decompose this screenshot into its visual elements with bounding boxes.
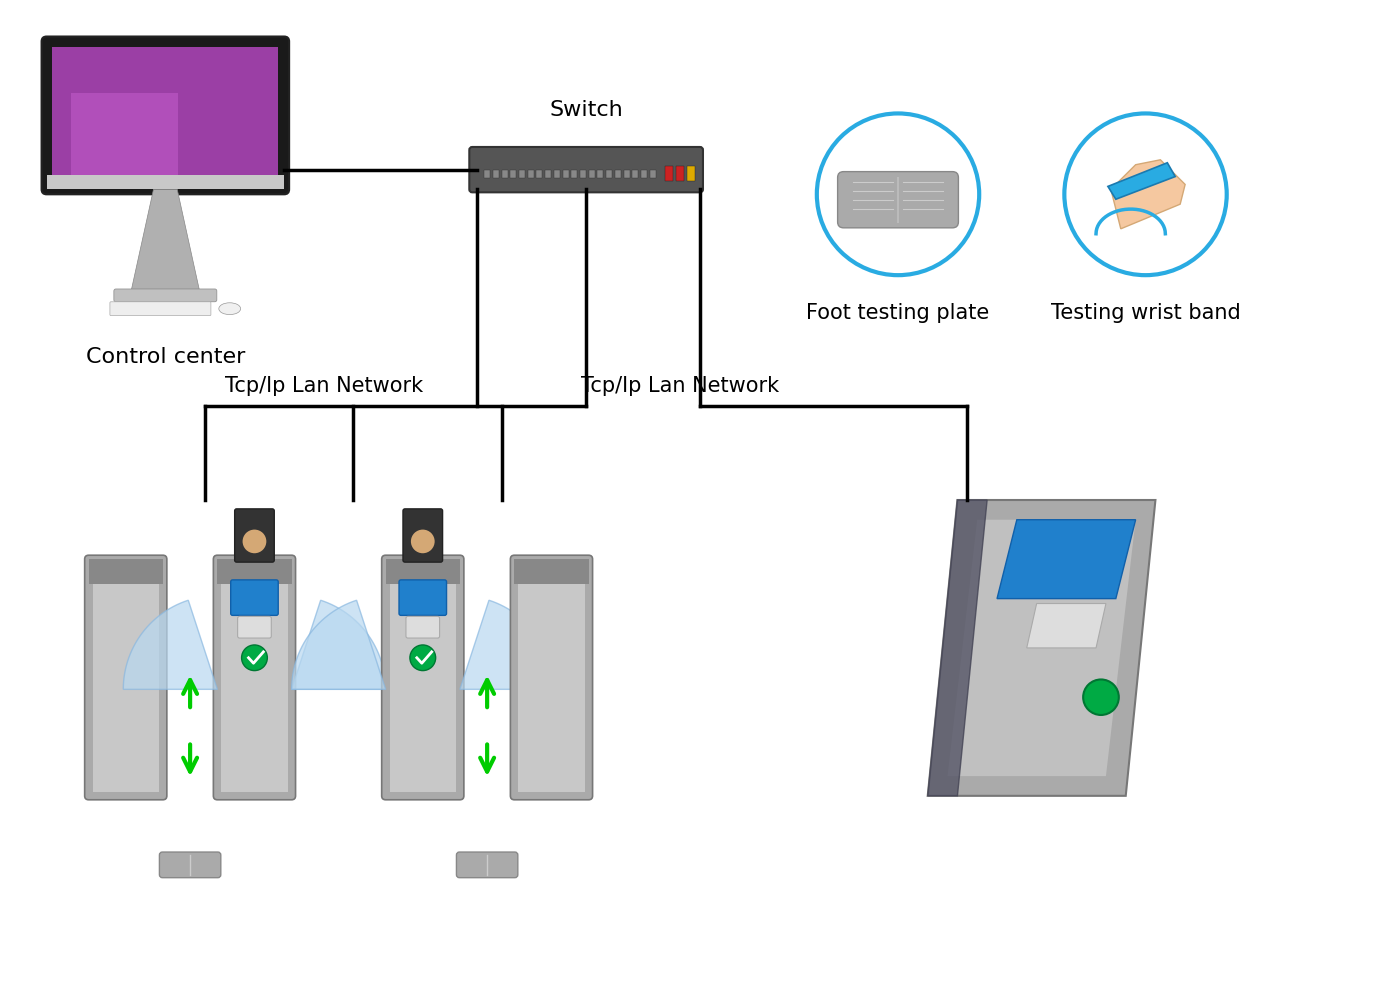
Bar	[501, 170, 508, 178]
Circle shape	[242, 530, 266, 553]
FancyBboxPatch shape	[399, 580, 447, 615]
Polygon shape	[948, 520, 1135, 776]
Bar	[514, 559, 588, 584]
FancyBboxPatch shape	[111, 302, 211, 316]
FancyBboxPatch shape	[389, 563, 456, 792]
FancyBboxPatch shape	[52, 47, 279, 183]
Ellipse shape	[218, 303, 241, 315]
Bar	[665, 166, 673, 181]
Bar	[589, 170, 595, 178]
FancyBboxPatch shape	[160, 852, 221, 878]
Bar	[571, 170, 577, 178]
Text: Foot testing plate: Foot testing plate	[806, 303, 990, 323]
Bar	[633, 170, 638, 178]
Polygon shape	[1026, 604, 1106, 648]
Polygon shape	[1110, 160, 1186, 229]
FancyBboxPatch shape	[231, 580, 279, 615]
Text: Testing wrist band: Testing wrist band	[1050, 303, 1240, 323]
FancyBboxPatch shape	[221, 563, 287, 792]
Circle shape	[410, 530, 434, 553]
FancyBboxPatch shape	[837, 172, 959, 228]
FancyBboxPatch shape	[84, 555, 167, 800]
FancyBboxPatch shape	[511, 555, 592, 800]
Polygon shape	[291, 600, 385, 689]
Bar	[88, 559, 162, 584]
Bar	[615, 170, 620, 178]
FancyBboxPatch shape	[92, 563, 160, 792]
Polygon shape	[928, 500, 987, 796]
Circle shape	[242, 645, 267, 671]
Polygon shape	[291, 600, 385, 689]
Bar	[623, 170, 630, 178]
FancyBboxPatch shape	[382, 555, 463, 800]
FancyBboxPatch shape	[238, 616, 272, 638]
Bar	[545, 170, 552, 178]
FancyBboxPatch shape	[403, 509, 442, 562]
FancyBboxPatch shape	[42, 37, 290, 194]
Bar	[676, 166, 685, 181]
Bar	[484, 170, 490, 178]
Text: Tcp/Ip Lan Network: Tcp/Ip Lan Network	[581, 376, 780, 396]
FancyBboxPatch shape	[406, 616, 440, 638]
Bar	[493, 170, 498, 178]
Polygon shape	[997, 520, 1135, 599]
Bar	[217, 559, 291, 584]
Text: Tcp/Ip Lan Network: Tcp/Ip Lan Network	[225, 376, 423, 396]
Bar	[598, 170, 603, 178]
Bar	[385, 559, 461, 584]
FancyBboxPatch shape	[213, 555, 295, 800]
Bar	[528, 170, 533, 178]
Circle shape	[410, 645, 435, 671]
Bar	[536, 170, 542, 178]
FancyBboxPatch shape	[235, 509, 274, 562]
Circle shape	[1084, 679, 1119, 715]
Bar	[563, 170, 568, 178]
Polygon shape	[123, 600, 217, 689]
Polygon shape	[928, 500, 1155, 796]
Polygon shape	[1107, 163, 1175, 199]
Bar	[650, 170, 655, 178]
FancyBboxPatch shape	[518, 563, 585, 792]
Text: Switch: Switch	[549, 100, 623, 120]
FancyBboxPatch shape	[46, 175, 284, 189]
FancyBboxPatch shape	[71, 93, 178, 175]
Bar	[554, 170, 560, 178]
Bar	[641, 170, 647, 178]
Bar	[511, 170, 517, 178]
Bar	[580, 170, 587, 178]
Bar	[519, 170, 525, 178]
FancyBboxPatch shape	[469, 147, 703, 192]
Bar	[606, 170, 612, 178]
Polygon shape	[461, 600, 554, 689]
Bar	[687, 166, 694, 181]
FancyBboxPatch shape	[456, 852, 518, 878]
Text: Control center: Control center	[85, 347, 245, 367]
Polygon shape	[130, 189, 200, 293]
FancyBboxPatch shape	[113, 289, 217, 302]
